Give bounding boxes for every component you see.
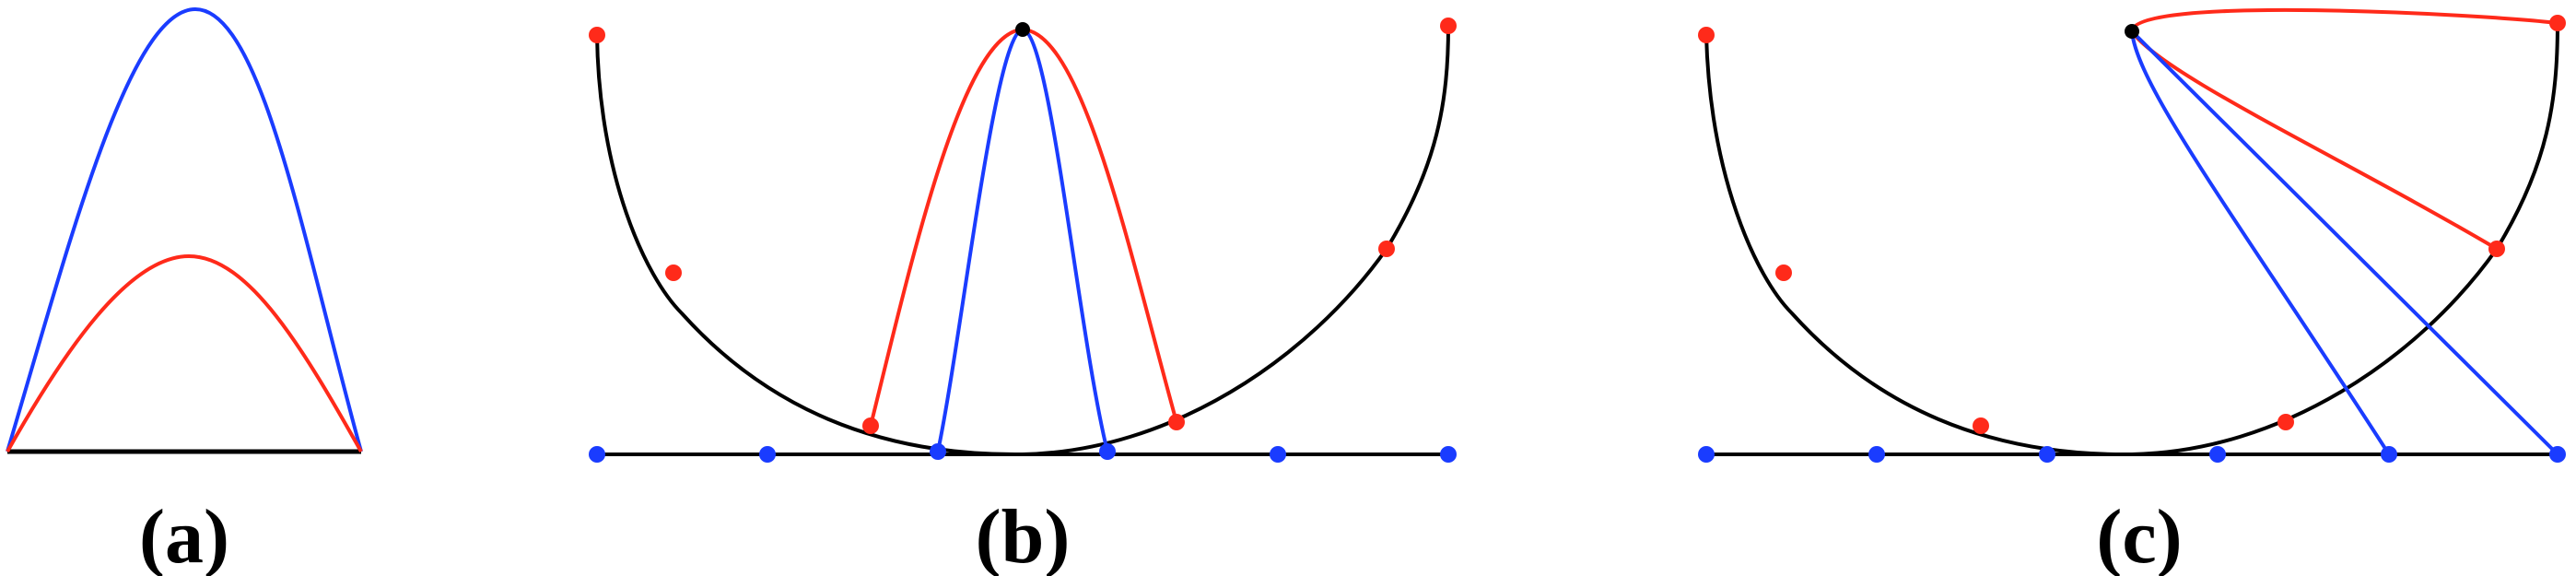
blue-point-c-3 [2039, 446, 2055, 463]
red-curve-b [869, 27, 1178, 427]
blue-point-b-2 [759, 446, 776, 463]
blue-point-c-2 [1868, 446, 1885, 463]
red-point-b-5 [1378, 241, 1395, 257]
red-point-c-4 [2277, 414, 2294, 430]
blue-point-b-5 [1270, 446, 1286, 463]
red-point-c-6 [2549, 15, 2566, 31]
apex-point-c [2125, 24, 2139, 39]
blue-point-b-6 [1440, 446, 1457, 463]
red-point-b-6 [1440, 18, 1457, 34]
red-arc-a [6, 253, 363, 453]
caption-b: (b) [976, 494, 1071, 576]
red-point-c-1 [1698, 27, 1715, 43]
red-point-b-2 [665, 264, 682, 281]
blue-point-c-6 [2549, 446, 2566, 463]
red-line-c [2130, 29, 2499, 251]
panel-b: (b) [589, 18, 1457, 576]
blue-point-b-1 [589, 446, 605, 463]
red-point-c-3 [1973, 417, 1989, 434]
red-point-b-1 [589, 27, 605, 43]
semicircle-b [595, 25, 1450, 457]
blue-arc-a [6, 6, 363, 453]
blue-curve-b [936, 27, 1109, 453]
red-point-c-2 [1775, 264, 1792, 281]
blue-point-b-4 [1099, 443, 1116, 460]
caption-c: (c) [2096, 494, 2182, 576]
caption-a: (a) [139, 494, 229, 576]
blue-line-c-2 [2130, 29, 2559, 456]
panel-a: (a) [6, 6, 363, 576]
blue-point-c-4 [2209, 446, 2226, 463]
apex-point-b [1015, 22, 1030, 37]
semicircle-c [1704, 22, 2559, 457]
blue-point-c-1 [1698, 446, 1715, 463]
blue-line-c-1 [2130, 30, 2391, 456]
blue-point-b-3 [930, 443, 946, 460]
red-point-b-4 [1168, 414, 1185, 430]
red-loop-c [2130, 7, 2558, 32]
red-point-b-3 [862, 417, 879, 434]
red-point-c-5 [2488, 241, 2505, 257]
blue-point-c-5 [2381, 446, 2397, 463]
panel-c: (c) [1698, 7, 2566, 576]
